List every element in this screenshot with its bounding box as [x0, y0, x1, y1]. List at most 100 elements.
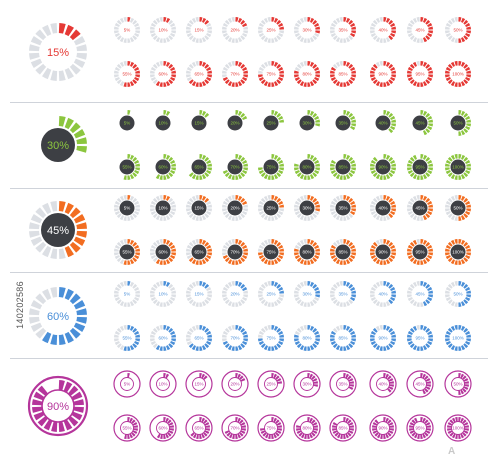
gauge-segment-filled: [129, 239, 135, 245]
gauge-segment-filled: [277, 381, 282, 384]
gauge-segment-filled: [237, 195, 243, 201]
gauge-segment-filled: [312, 430, 318, 435]
gauge-percent-label: 100%: [452, 165, 464, 170]
gauge-segment-empty: [447, 35, 453, 41]
gauge-segment-filled: [425, 79, 431, 85]
gauge-center-disc: [450, 200, 466, 216]
gauge-segment-empty: [201, 37, 207, 43]
gauge-segment-empty: [385, 37, 391, 43]
gauge-segment-filled: [391, 163, 396, 167]
gauge-segment-empty: [114, 32, 120, 38]
gauge-segment-filled: [299, 345, 305, 351]
gauge-segment-empty: [303, 216, 307, 221]
gauge-segment-filled: [135, 248, 140, 252]
gauge-segment-filled: [330, 244, 336, 250]
gauge-segment-filled: [417, 434, 420, 439]
gauge-center-disc: [119, 159, 135, 175]
gauge-segment-empty: [159, 38, 163, 43]
gauge-segment-empty: [150, 340, 156, 346]
gauge-segment-filled: [127, 110, 131, 115]
gauge-segment-filled: [428, 30, 433, 34]
gauge-percent-label: 60%: [158, 336, 167, 341]
gauge-segment-filled: [464, 428, 469, 431]
gauge-segment-filled: [196, 434, 199, 439]
gauge-segment-filled: [388, 112, 394, 118]
gauge-segment-filled: [454, 260, 458, 265]
gauge-outline: [406, 414, 434, 442]
gauge-segment-empty: [171, 204, 176, 208]
gauge-segment-filled: [314, 115, 320, 121]
gauge-segment-filled: [279, 248, 284, 252]
gauge-segment-filled: [188, 343, 194, 349]
gauge-segment-filled: [340, 434, 343, 439]
gauge-segment-filled: [343, 346, 347, 351]
gauge-segment-filled: [460, 373, 465, 379]
gauge-segment-filled: [413, 417, 418, 423]
gauge-segment-filled: [195, 346, 199, 351]
gauge-segment-filled: [201, 259, 207, 265]
gauge-small-orange: 10%: [150, 195, 176, 221]
gauge-segment-empty: [152, 197, 158, 203]
gauge-segment-empty: [186, 204, 191, 208]
gauge-segment-filled: [199, 239, 203, 244]
gauge-segment-empty: [227, 215, 233, 221]
gauge-segment-empty: [195, 38, 199, 43]
gauge-segment-filled: [383, 373, 386, 378]
gauge-segment-filled: [276, 19, 282, 25]
gauge-segment-empty: [152, 299, 158, 305]
gauge-segment-filled: [279, 74, 284, 78]
gauge-segment-empty: [379, 239, 383, 244]
gauge-segment-filled: [129, 259, 135, 265]
gauge-segment-filled: [191, 259, 197, 265]
gauge-segment-empty: [447, 299, 453, 305]
gauge-segment-filled: [163, 110, 167, 115]
gauge-center-disc: [335, 200, 351, 216]
gauge-outline: [257, 370, 285, 398]
gauge-center-disc: [375, 200, 391, 216]
gauge-segment-filled: [258, 252, 263, 256]
gauge-segment-filled: [465, 115, 471, 121]
gauge-segment-empty: [348, 35, 354, 41]
gauge-segment-filled: [332, 79, 338, 85]
gauge-segment-filled: [387, 388, 392, 393]
gauge-segment-filled: [276, 343, 282, 349]
gauge-segment-filled: [312, 421, 318, 426]
gauge-segment-filled: [235, 260, 239, 265]
gauge-segment-filled: [309, 154, 315, 160]
gauge-segment-empty: [206, 210, 212, 216]
gauge-segment-filled: [64, 117, 74, 130]
gauge-inner-outline: [156, 421, 170, 435]
gauge-segment-empty: [119, 215, 125, 221]
gauge-segment-filled: [207, 70, 212, 74]
gauge-percent-label: 60%: [47, 311, 69, 323]
gauge-segment-empty: [375, 239, 381, 245]
gauge-segment-filled: [312, 156, 318, 162]
gauge-segment-filled: [422, 373, 427, 379]
gauge-segment-empty: [303, 325, 307, 330]
gauge-segment-empty: [330, 30, 335, 34]
gauge-segment-filled: [67, 385, 79, 397]
gauge-segment-empty: [222, 70, 227, 74]
gauge-segment-filled: [462, 388, 467, 393]
gauge-segment-filled: [159, 260, 163, 265]
gauge-small-blue: 35%: [330, 281, 356, 307]
gauge-segment-filled: [315, 252, 320, 256]
gauge-segment-empty: [379, 216, 383, 221]
gauge-segment-filled: [273, 110, 279, 116]
gauge-segment-empty: [222, 290, 227, 294]
gauge-segment-empty: [372, 299, 378, 305]
gauge-segment-filled: [424, 375, 429, 380]
gauge-segment-filled: [278, 76, 284, 82]
gauge-percent-label: 55%: [122, 250, 131, 255]
gauge-segment-empty: [240, 299, 246, 305]
gauge-segment-empty: [195, 216, 199, 221]
gauge-segment-filled: [132, 156, 138, 162]
gauge-segment-filled: [390, 76, 396, 82]
gauge-segment-filled: [294, 163, 299, 167]
gauge-segment-empty: [409, 35, 415, 41]
gauge-small-magenta: 5%: [113, 370, 141, 398]
gauge-segment-empty: [258, 200, 264, 206]
gauge-segment-filled: [201, 373, 206, 379]
gauge-segment-filled: [460, 325, 466, 331]
gauge-segment-empty: [258, 30, 263, 34]
